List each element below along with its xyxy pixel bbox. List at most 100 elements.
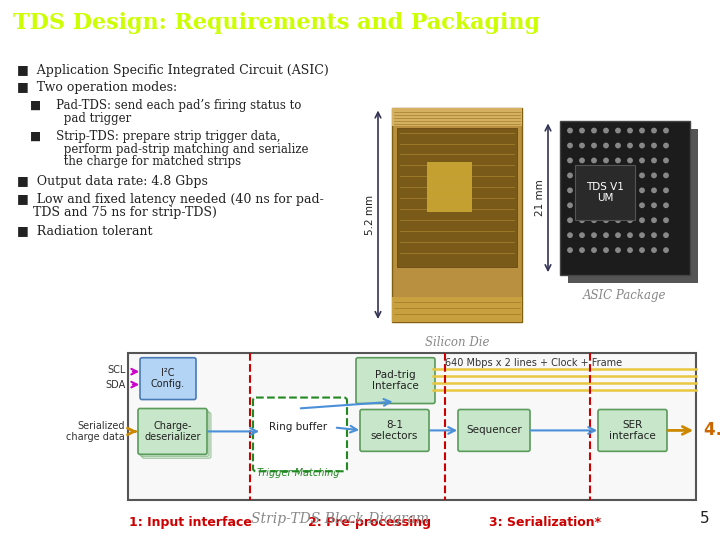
Circle shape	[652, 129, 656, 133]
Circle shape	[664, 233, 668, 238]
Circle shape	[604, 143, 608, 148]
Text: 1: Input interface: 1: Input interface	[129, 516, 251, 529]
Circle shape	[628, 158, 632, 163]
Circle shape	[628, 203, 632, 207]
Circle shape	[640, 129, 644, 133]
Text: Silicon Die: Silicon Die	[425, 336, 490, 349]
Text: 5.2 mm: 5.2 mm	[365, 195, 375, 235]
FancyBboxPatch shape	[142, 413, 211, 458]
Circle shape	[568, 188, 572, 193]
Circle shape	[616, 203, 620, 207]
Circle shape	[580, 173, 584, 178]
Text: ■    Strip-TDS: prepare strip trigger data,: ■ Strip-TDS: prepare strip trigger data,	[30, 130, 281, 143]
Text: Pad-trig
Interface: Pad-trig Interface	[372, 370, 419, 392]
Text: 2: Pre-processing: 2: Pre-processing	[308, 516, 431, 529]
Circle shape	[628, 129, 632, 133]
FancyBboxPatch shape	[356, 357, 435, 403]
Circle shape	[652, 143, 656, 148]
FancyBboxPatch shape	[360, 409, 429, 451]
FancyBboxPatch shape	[140, 357, 196, 400]
Circle shape	[652, 203, 656, 207]
Circle shape	[568, 203, 572, 207]
Circle shape	[568, 248, 572, 252]
Text: 640 Mbps x 2 lines + Clock + Frame: 640 Mbps x 2 lines + Clock + Frame	[445, 357, 622, 368]
Circle shape	[652, 233, 656, 238]
Circle shape	[616, 188, 620, 193]
Text: SER
interface: SER interface	[609, 420, 656, 441]
Circle shape	[664, 248, 668, 252]
Text: Charge-
deserializer: Charge- deserializer	[144, 421, 201, 442]
Circle shape	[592, 173, 596, 178]
Text: TDS V1
UM: TDS V1 UM	[586, 181, 624, 203]
Circle shape	[652, 173, 656, 178]
Text: I²C
Config.: I²C Config.	[151, 368, 185, 389]
Text: ■  Radiation tolerant: ■ Radiation tolerant	[17, 224, 153, 237]
Text: 5: 5	[700, 511, 710, 526]
Circle shape	[664, 158, 668, 163]
Text: ■    Pad-TDS: send each pad’s firing status to: ■ Pad-TDS: send each pad’s firing status…	[30, 99, 302, 112]
Circle shape	[628, 248, 632, 252]
Circle shape	[616, 158, 620, 163]
Circle shape	[652, 248, 656, 252]
Text: Sequencer: Sequencer	[466, 426, 522, 435]
Circle shape	[664, 218, 668, 222]
Circle shape	[628, 188, 632, 193]
Text: Ring buffer: Ring buffer	[269, 422, 327, 433]
Text: the charge for matched strips: the charge for matched strips	[30, 156, 241, 168]
FancyBboxPatch shape	[392, 107, 522, 126]
Circle shape	[604, 233, 608, 238]
Text: TDS and 75 ns for strip-TDS): TDS and 75 ns for strip-TDS)	[17, 206, 217, 219]
Circle shape	[616, 173, 620, 178]
FancyBboxPatch shape	[568, 129, 698, 283]
Circle shape	[652, 218, 656, 222]
Circle shape	[652, 158, 656, 163]
Text: ■  Application Specific Integrated Circuit (ASIC): ■ Application Specific Integrated Circui…	[17, 64, 329, 77]
Text: ■  Output data rate: 4.8 Gbps: ■ Output data rate: 4.8 Gbps	[17, 176, 208, 188]
Text: 21 mm: 21 mm	[535, 179, 545, 216]
FancyBboxPatch shape	[128, 353, 696, 500]
Circle shape	[628, 218, 632, 222]
Circle shape	[568, 173, 572, 178]
Circle shape	[592, 129, 596, 133]
Circle shape	[664, 129, 668, 133]
Text: ■  Low and fixed latency needed (40 ns for pad-: ■ Low and fixed latency needed (40 ns fo…	[17, 193, 324, 206]
Circle shape	[604, 248, 608, 252]
Circle shape	[640, 188, 644, 193]
Circle shape	[640, 158, 644, 163]
Circle shape	[652, 188, 656, 193]
Text: 3: Serialization*: 3: Serialization*	[489, 516, 601, 529]
Text: 4.8 Gbps: 4.8 Gbps	[704, 421, 720, 440]
FancyBboxPatch shape	[598, 409, 667, 451]
Circle shape	[580, 188, 584, 193]
Circle shape	[604, 188, 608, 193]
Text: 8-1
selectors: 8-1 selectors	[371, 420, 418, 441]
FancyBboxPatch shape	[140, 410, 209, 456]
Circle shape	[604, 158, 608, 163]
Circle shape	[664, 203, 668, 207]
Text: perform pad-strip matching and serialize: perform pad-strip matching and serialize	[30, 143, 308, 156]
Circle shape	[592, 248, 596, 252]
FancyBboxPatch shape	[427, 163, 472, 212]
FancyBboxPatch shape	[138, 408, 207, 454]
Circle shape	[580, 143, 584, 148]
Circle shape	[592, 203, 596, 207]
Circle shape	[628, 143, 632, 148]
FancyBboxPatch shape	[397, 127, 517, 267]
Text: ASIC Package: ASIC Package	[583, 289, 667, 302]
FancyBboxPatch shape	[392, 297, 522, 322]
Circle shape	[568, 233, 572, 238]
Circle shape	[640, 248, 644, 252]
Circle shape	[640, 218, 644, 222]
Circle shape	[616, 143, 620, 148]
Circle shape	[664, 173, 668, 178]
Circle shape	[568, 129, 572, 133]
FancyBboxPatch shape	[392, 107, 522, 322]
Circle shape	[580, 203, 584, 207]
Circle shape	[580, 248, 584, 252]
Circle shape	[640, 203, 644, 207]
Circle shape	[592, 158, 596, 163]
Circle shape	[580, 218, 584, 222]
Circle shape	[580, 233, 584, 238]
Circle shape	[592, 233, 596, 238]
Text: Strip-TDS Block Diagram: Strip-TDS Block Diagram	[251, 512, 429, 526]
